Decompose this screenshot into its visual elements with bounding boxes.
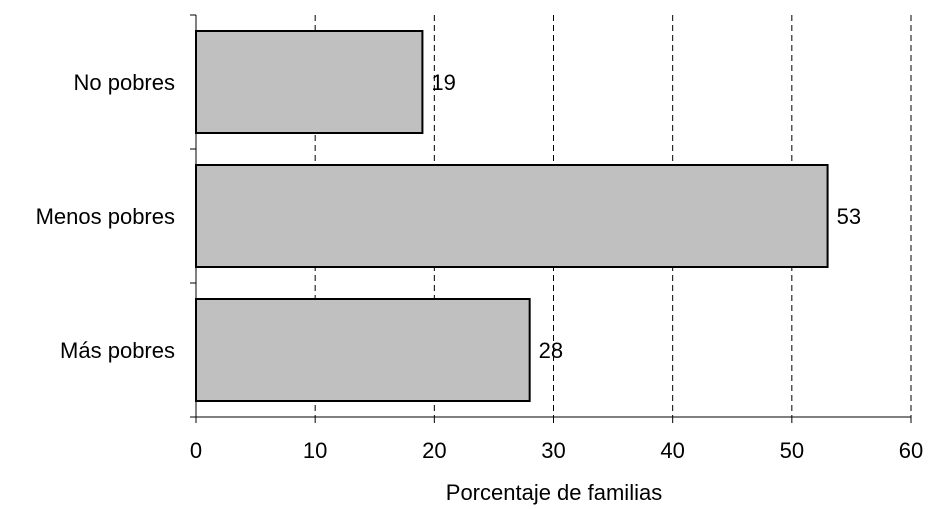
bars: [195, 30, 829, 402]
bar: [195, 164, 829, 268]
category-label: No pobres: [73, 70, 175, 95]
data-label: 19: [431, 70, 455, 95]
data-label: 53: [837, 204, 861, 229]
data-label: 28: [539, 338, 563, 363]
bar: [195, 30, 424, 134]
x-axis-title: Porcentaje de familias: [446, 480, 662, 505]
labels: 0 10 20 30 40 50 60 No pobres 19 Menos pobres 53 Má…: [36, 70, 924, 463]
x-tick-label: 10: [303, 438, 327, 463]
x-tick-label: 50: [780, 438, 804, 463]
category-label: Más pobres: [60, 338, 175, 363]
axes: [190, 14, 912, 423]
x-tick-label: 20: [422, 438, 446, 463]
x-tick-label: 30: [541, 438, 565, 463]
x-tick-label: 40: [660, 438, 684, 463]
x-tick-label: 60: [899, 438, 923, 463]
x-tick-label: 0: [190, 438, 202, 463]
category-label: Menos pobres: [36, 204, 175, 229]
bar: [195, 298, 531, 402]
